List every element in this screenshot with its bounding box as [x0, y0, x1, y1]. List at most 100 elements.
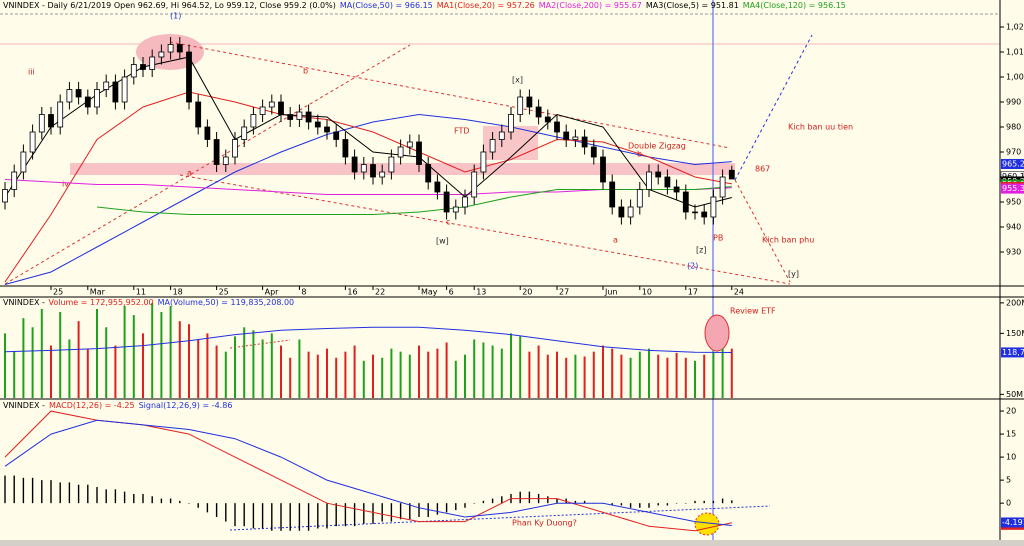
candle-body — [673, 186, 680, 193]
histogram-bar — [381, 503, 383, 522]
candle-body — [324, 126, 330, 133]
candle-body — [563, 131, 570, 140]
candle-body — [701, 211, 708, 218]
x-tick-label: Apr — [265, 288, 280, 297]
histogram-bar — [133, 493, 135, 504]
candle-body — [535, 106, 542, 118]
histogram-bar — [620, 503, 623, 506]
histogram-bar — [721, 498, 724, 504]
histogram-bar — [390, 503, 393, 522]
indicator-line — [4, 419, 732, 526]
volume-bar — [666, 357, 669, 398]
volume-bar — [188, 324, 190, 398]
x-tick-label: 27 — [559, 288, 569, 297]
volume-bar — [178, 321, 181, 398]
histogram-bar — [335, 503, 337, 527]
candle-body — [581, 136, 588, 148]
annotation: Phan Ky Duong? — [512, 519, 577, 528]
candle-body — [204, 126, 211, 140]
candle-body — [425, 164, 432, 183]
histogram-bar — [317, 503, 319, 529]
legend-entry: MA1(Close,20) = 957.26 — [437, 1, 535, 10]
candle-body — [636, 189, 643, 208]
price-tag-label: 955.36 — [1002, 184, 1024, 193]
volume-bar — [215, 345, 218, 398]
histogram-bar — [519, 491, 521, 504]
candle-body — [627, 206, 634, 218]
volume-bar — [381, 357, 384, 398]
histogram-bar — [418, 503, 420, 517]
histogram-bar — [215, 503, 218, 517]
x-tick-label: 6 — [449, 288, 454, 297]
volume-bar — [556, 351, 558, 398]
candle-body — [66, 89, 73, 103]
x-tick-label: Jun — [604, 288, 618, 297]
candle-body — [213, 139, 220, 165]
candle-body — [305, 111, 312, 123]
volume-bar — [528, 351, 531, 398]
histogram-bar — [436, 503, 439, 515]
volume-bar — [629, 357, 632, 398]
legend-entry: MA4(Close,120) = 956.15 — [743, 1, 846, 10]
annotation: iii — [28, 68, 35, 77]
y-tick-label: 15 — [1006, 430, 1016, 439]
annotation: PB — [713, 234, 723, 243]
volume-bar — [31, 327, 34, 398]
y-tick-label: 1,000 — [1006, 73, 1024, 82]
volume-bar — [234, 336, 236, 398]
x-tick-label: 18 — [173, 288, 183, 297]
candle-body — [149, 56, 156, 70]
candle-body — [572, 136, 579, 140]
volume-bar — [50, 345, 52, 398]
volume-bar — [13, 351, 16, 398]
volume-bar — [464, 354, 466, 398]
candle-body — [526, 96, 533, 108]
histogram-bar — [188, 503, 190, 504]
volume-bar — [684, 357, 687, 398]
volume-bar — [86, 348, 89, 398]
histogram-bar — [639, 503, 641, 508]
y-tick-label: 50M — [1006, 390, 1023, 399]
histogram-bar — [344, 503, 347, 527]
volume-bar — [583, 356, 586, 398]
candle-body — [406, 141, 413, 148]
value-tag-label: 118,743 — [1002, 348, 1024, 357]
annotation: a — [613, 236, 618, 245]
candle-body — [710, 196, 717, 218]
histogram-bar — [657, 503, 659, 506]
candle-body — [333, 131, 340, 140]
histogram-bar — [68, 482, 71, 504]
annotation: Review ETF — [730, 307, 776, 316]
volume-bar — [491, 345, 494, 398]
candle-body — [590, 146, 597, 158]
volume-bar — [114, 345, 117, 398]
volume-bar — [390, 348, 393, 398]
histogram-bar — [399, 503, 402, 520]
volume-bar — [307, 351, 310, 398]
histogram-bar — [363, 503, 365, 524]
y-tick-label: 200M — [1006, 298, 1024, 307]
histogram-bar — [583, 500, 586, 504]
histogram-bar — [96, 487, 98, 504]
volume-bar — [289, 357, 292, 398]
candle-body — [20, 151, 27, 173]
histogram-bar — [252, 503, 255, 529]
annotation: [y] — [788, 270, 799, 279]
candle-body — [232, 139, 238, 158]
candle-body — [471, 171, 478, 198]
volume-bar — [261, 339, 264, 398]
candle-body — [11, 171, 18, 190]
histogram-bar — [556, 498, 558, 504]
volume-bar — [546, 354, 549, 398]
histogram-bar — [105, 489, 107, 504]
volume-bar — [22, 318, 25, 398]
volume-bar — [703, 354, 706, 398]
candle-body — [94, 89, 100, 108]
legend-entry: Signal(12,26,9) = -4.86 — [139, 401, 233, 410]
x-tick-label: Mar — [90, 288, 106, 297]
indicator-line — [4, 113, 732, 285]
volume-bar — [142, 333, 144, 398]
volume-bar — [574, 354, 577, 398]
volume-bar — [77, 321, 80, 398]
volume-bar — [436, 348, 439, 398]
